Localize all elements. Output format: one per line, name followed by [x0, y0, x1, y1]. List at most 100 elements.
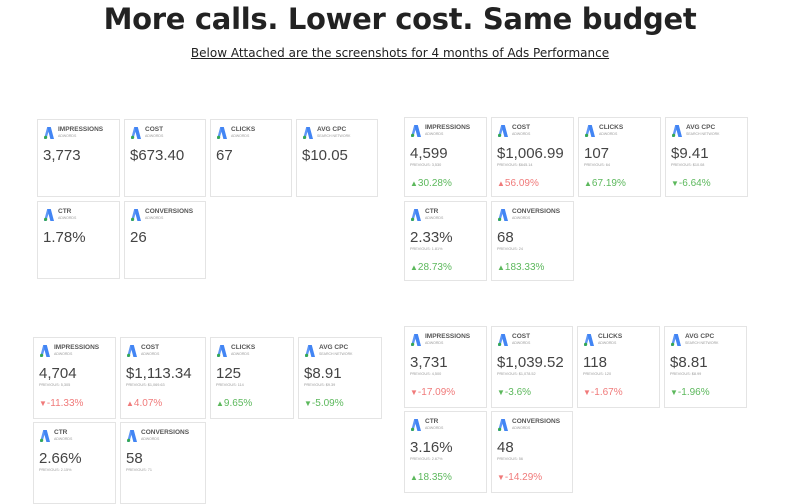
metric-card-avg-cpc: AVG CPC SEARCH NETWORK $9.41 PREVIOUS: $1…	[665, 117, 748, 197]
metric-card-impressions: IMPRESSIONS ADWORDS 4,599 PREVIOUS: 3,530…	[404, 117, 487, 197]
metric-value: 67	[216, 147, 233, 164]
metric-source: ADWORDS	[58, 216, 77, 220]
google-ads-logo-icon	[44, 127, 54, 139]
google-ads-logo-icon	[303, 127, 313, 139]
arrow-down-icon: ▼	[497, 388, 505, 397]
google-ads-logo-icon	[127, 345, 137, 357]
google-ads-logo-icon	[498, 209, 508, 221]
metric-previous: PREVIOUS: 71	[126, 468, 152, 472]
metric-change-value: -17.09%	[417, 387, 456, 398]
google-ads-logo-icon	[584, 334, 594, 346]
metric-change-value: 28.73%	[417, 262, 452, 273]
page-subtitle: Below Attached are the screenshots for 4…	[190, 46, 610, 60]
metric-label: COST	[145, 126, 164, 133]
metric-previous: PREVIOUS: 4,500	[410, 372, 442, 376]
metric-source: ADWORDS	[425, 426, 444, 430]
google-ads-logo-icon	[305, 345, 315, 357]
metric-card-conversions: CONVERSIONS ADWORDS 68 PREVIOUS: 24 ▲183.…	[491, 201, 574, 281]
metric-value: 3.16%	[410, 439, 453, 456]
metric-source: SEARCH NETWORK	[317, 134, 351, 138]
metric-card-impressions: IMPRESSIONS ADWORDS 3,731 PREVIOUS: 4,500…	[404, 326, 487, 408]
metric-label: CONVERSIONS	[512, 418, 561, 425]
metric-previous: PREVIOUS: 2.67%	[410, 457, 443, 461]
google-ads-logo-icon	[40, 345, 50, 357]
metric-value: 48	[497, 439, 514, 456]
metric-previous: PREVIOUS: $645.14	[497, 163, 533, 167]
metric-card-ctr: CTR ADWORDS 1.78%	[37, 201, 120, 279]
google-ads-logo-icon	[40, 430, 50, 442]
metric-card-clicks: CLICKS ADWORDS 107 PREVIOUS: 64 ▲67.19%	[578, 117, 661, 197]
metric-change-value: -11.33%	[46, 398, 84, 409]
arrow-up-icon: ▲	[410, 473, 418, 482]
metric-change: ▼-14.29%	[497, 472, 542, 483]
metric-label: CTR	[425, 208, 439, 215]
metric-card-impressions: IMPRESSIONS ADWORDS 4,704 PREVIOUS: 5,305…	[33, 337, 116, 419]
metric-value: 3,731	[410, 354, 448, 371]
metric-value: $673.40	[130, 147, 185, 164]
arrow-down-icon: ▼	[583, 388, 591, 397]
metric-label: CONVERSIONS	[512, 208, 561, 215]
metric-source: ADWORDS	[425, 132, 444, 136]
google-ads-logo-icon	[498, 334, 508, 346]
metric-change: ▼-1.67%	[583, 387, 623, 398]
google-ads-logo-icon	[217, 345, 227, 357]
metric-value: 1.78%	[43, 229, 86, 246]
metric-card-ctr: CTR ADWORDS 2.66% PREVIOUS: 2.15%	[33, 422, 116, 504]
google-ads-logo-icon	[411, 209, 421, 221]
metric-source: ADWORDS	[512, 216, 531, 220]
metric-change-value: -1.96%	[677, 387, 710, 398]
metric-label: COST	[512, 333, 531, 340]
google-ads-logo-icon	[498, 419, 508, 431]
metric-value: $8.81	[670, 354, 708, 371]
metric-change-value: -5.09%	[311, 398, 344, 409]
metric-label: IMPRESSIONS	[425, 333, 471, 340]
metric-previous: PREVIOUS: $10.08	[671, 163, 705, 167]
metric-label: IMPRESSIONS	[54, 344, 100, 351]
metric-source: ADWORDS	[54, 437, 73, 441]
metric-value: 4,704	[39, 365, 77, 382]
metric-label: CONVERSIONS	[141, 429, 190, 436]
metric-change: ▼-11.33%	[39, 398, 83, 409]
arrow-up-icon: ▲	[216, 399, 224, 408]
metric-card-avg-cpc: AVG CPC SEARCH NETWORK $8.91 PREVIOUS: $9…	[298, 337, 382, 419]
metric-change: ▲18.35%	[410, 472, 452, 483]
arrow-down-icon: ▼	[410, 388, 418, 397]
metric-card-avg-cpc: AVG CPC SEARCH NETWORK $8.81 PREVIOUS: $8…	[664, 326, 747, 408]
metric-value: 58	[126, 450, 143, 467]
metric-source: ADWORDS	[58, 134, 77, 138]
metric-value: $9.41	[671, 145, 709, 162]
metric-change-value: 183.33%	[504, 262, 545, 273]
metric-label: CLICKS	[231, 126, 256, 133]
metric-change: ▼-17.09%	[410, 387, 455, 398]
metric-value: 125	[216, 365, 242, 382]
google-ads-logo-icon	[671, 334, 681, 346]
metric-label: COST	[512, 124, 531, 131]
metric-card-ctr: CTR ADWORDS 3.16% PREVIOUS: 2.67% ▲18.35%	[404, 411, 487, 493]
metric-change: ▲28.73%	[410, 262, 452, 273]
metric-label: CLICKS	[231, 344, 256, 351]
google-ads-logo-icon	[127, 430, 137, 442]
metric-previous: PREVIOUS: 24	[497, 247, 523, 251]
metric-previous: PREVIOUS: 2.15%	[39, 468, 72, 472]
metric-value: 107	[584, 145, 610, 162]
metric-value: 2.33%	[410, 229, 453, 246]
metric-previous: PREVIOUS: 5,305	[39, 383, 71, 387]
metric-previous: PREVIOUS: 3,530	[410, 163, 442, 167]
metric-previous: PREVIOUS: 56	[497, 457, 523, 461]
google-ads-logo-icon	[131, 127, 141, 139]
arrow-up-icon: ▲	[497, 179, 505, 188]
metric-change-value: 4.07%	[133, 398, 163, 409]
metric-label: CTR	[58, 208, 72, 215]
arrow-down-icon: ▼	[497, 473, 505, 482]
google-ads-logo-icon	[498, 125, 508, 137]
metric-change: ▲183.33%	[497, 262, 544, 273]
metric-value: 2.66%	[39, 450, 82, 467]
metric-change-value: -3.6%	[504, 387, 532, 398]
metric-label: AVG CPC	[685, 333, 715, 340]
metric-source: SEARCH NETWORK	[685, 341, 719, 345]
metric-source: ADWORDS	[141, 437, 160, 441]
metric-change-value: 30.28%	[417, 178, 452, 189]
metric-change: ▲4.07%	[126, 398, 162, 409]
metric-change: ▲56.09%	[497, 178, 539, 189]
arrow-up-icon: ▲	[497, 263, 505, 272]
